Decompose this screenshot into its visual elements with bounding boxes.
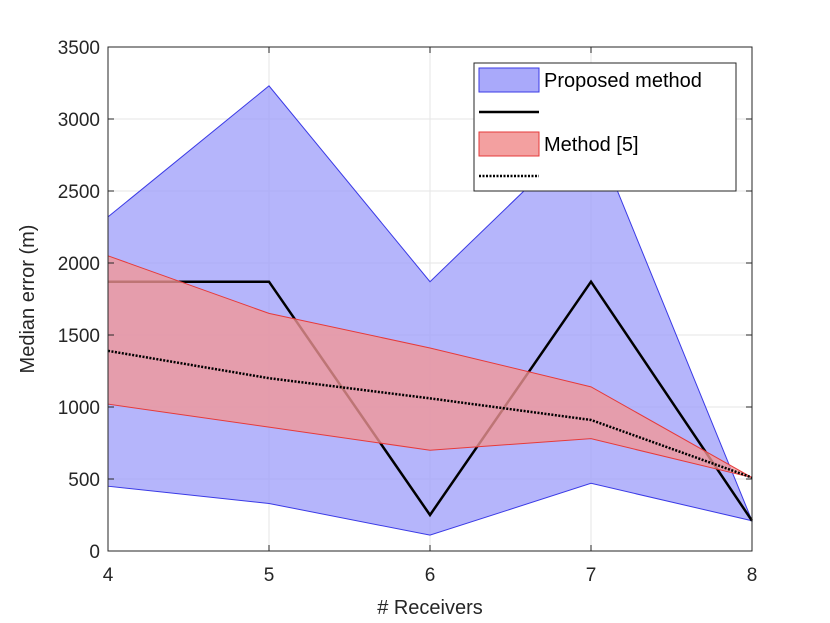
- y-tick-label: 2000: [58, 254, 100, 275]
- y-tick-label: 500: [68, 470, 100, 491]
- line-series-3: [107, 349, 753, 479]
- y-axis-label: Median error (m): [17, 225, 39, 374]
- x-tick-label: 8: [747, 565, 758, 586]
- tick-labels: 4 5 6 7 8 0 500 1000 1500 2000 2500 3000 3500: [58, 38, 758, 586]
- y-tick-label: 2500: [58, 182, 100, 203]
- legend-entry-label: Proposed method: [544, 70, 702, 92]
- line-series-1: [108, 279, 754, 522]
- x-tick-label: 4: [103, 565, 114, 586]
- x-tick-label: 7: [586, 565, 597, 586]
- legend: Proposed method Method [5]: [473, 62, 737, 192]
- series-layer: [107, 85, 754, 536]
- legend-swatch: [478, 67, 540, 93]
- x-axis-label: # Receivers: [377, 597, 483, 619]
- x-tick-label: 5: [264, 565, 275, 586]
- y-tick-label: 1500: [58, 326, 100, 347]
- legend-swatch: [478, 131, 540, 157]
- x-tick-label: 6: [425, 565, 436, 586]
- y-tick-label: 3500: [58, 38, 100, 59]
- y-tick-label: 1000: [58, 398, 100, 419]
- y-tick-label: 3000: [58, 110, 100, 131]
- band-series-2: [107, 255, 753, 479]
- y-tick-label: 0: [89, 542, 100, 563]
- legend-entry-label: Method [5]: [544, 134, 639, 156]
